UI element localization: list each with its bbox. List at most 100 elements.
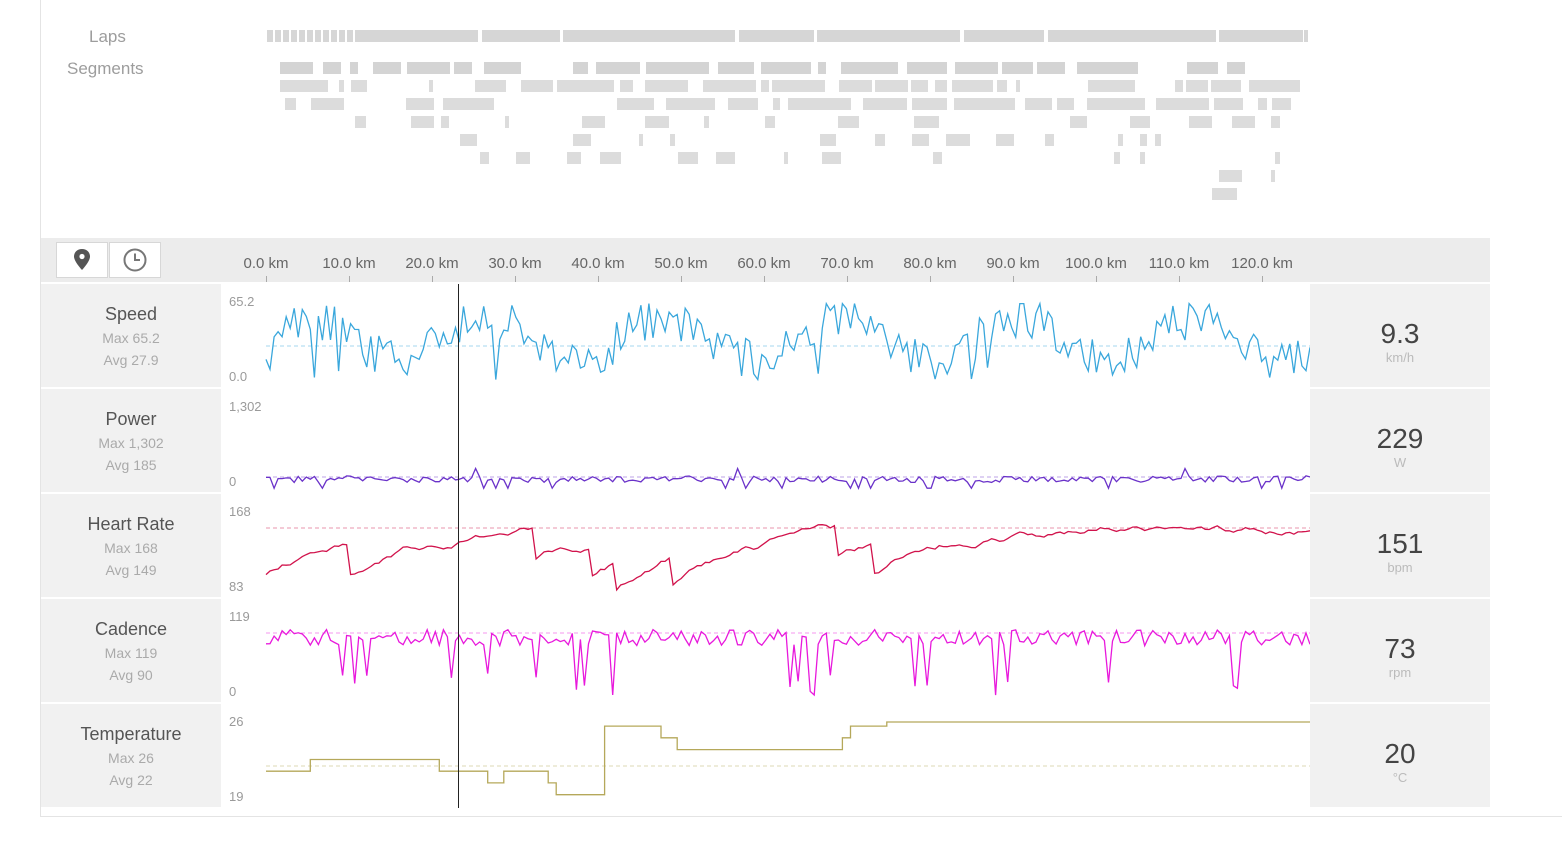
- lap-bar[interactable]: [323, 30, 329, 42]
- segment-bar[interactable]: [280, 62, 313, 74]
- segment-bar[interactable]: [1189, 116, 1212, 128]
- segment-bar[interactable]: [875, 134, 885, 146]
- segment-bar[interactable]: [1140, 134, 1147, 146]
- segment-bar[interactable]: [704, 116, 709, 128]
- segment-bar[interactable]: [1275, 152, 1280, 164]
- segment-bar[interactable]: [557, 80, 614, 92]
- segment-bar[interactable]: [875, 80, 908, 92]
- lap-bar[interactable]: [299, 30, 305, 42]
- segment-bar[interactable]: [728, 98, 758, 110]
- segment-bar[interactable]: [907, 62, 947, 74]
- segment-bar[interactable]: [841, 62, 898, 74]
- temperature-plot[interactable]: 26 19: [221, 704, 1310, 807]
- segment-bar[interactable]: [784, 152, 788, 164]
- time-toggle-button[interactable]: [109, 242, 161, 278]
- segment-bar[interactable]: [645, 116, 669, 128]
- lap-bar[interactable]: [1304, 30, 1308, 42]
- segment-bar[interactable]: [761, 80, 769, 92]
- segment-bar[interactable]: [443, 98, 494, 110]
- segment-bar[interactable]: [1155, 134, 1161, 146]
- lap-bar[interactable]: [1048, 30, 1216, 42]
- segment-bar[interactable]: [646, 62, 709, 74]
- segment-bar[interactable]: [954, 98, 1015, 110]
- segment-bar[interactable]: [1175, 80, 1183, 92]
- segment-bar[interactable]: [1211, 80, 1241, 92]
- lap-bar[interactable]: [964, 30, 1044, 42]
- segment-bar[interactable]: [818, 62, 826, 74]
- segment-bar[interactable]: [617, 98, 654, 110]
- segment-bar[interactable]: [820, 134, 836, 146]
- segment-bar[interactable]: [1077, 62, 1138, 74]
- segment-bar[interactable]: [838, 116, 859, 128]
- segment-bar[interactable]: [1002, 62, 1033, 74]
- segment-bar[interactable]: [429, 80, 433, 92]
- segment-bar[interactable]: [912, 98, 947, 110]
- segment-bar[interactable]: [475, 80, 506, 92]
- segment-bar[interactable]: [1045, 134, 1054, 146]
- segment-bar[interactable]: [280, 80, 328, 92]
- segment-bar[interactable]: [788, 98, 851, 110]
- segment-bar[interactable]: [1219, 170, 1242, 182]
- segment-bar[interactable]: [339, 80, 344, 92]
- segment-bar[interactable]: [1227, 62, 1245, 74]
- segment-bar[interactable]: [1114, 152, 1120, 164]
- segment-bar[interactable]: [1140, 152, 1145, 164]
- segment-bar[interactable]: [997, 80, 1007, 92]
- segment-bar[interactable]: [411, 116, 434, 128]
- segment-bar[interactable]: [1187, 62, 1218, 74]
- distance-toggle-button[interactable]: [56, 242, 108, 278]
- lap-bar[interactable]: [1219, 30, 1303, 42]
- segment-bar[interactable]: [933, 152, 942, 164]
- segment-bar[interactable]: [914, 116, 939, 128]
- lap-bar[interactable]: [315, 30, 321, 42]
- segment-bar[interactable]: [1186, 80, 1208, 92]
- segment-bar[interactable]: [1130, 116, 1150, 128]
- segment-bar[interactable]: [822, 152, 841, 164]
- segment-bar[interactable]: [323, 62, 341, 74]
- segment-bar[interactable]: [1025, 98, 1052, 110]
- segment-bar[interactable]: [703, 80, 756, 92]
- lap-bar[interactable]: [331, 30, 337, 42]
- segment-bar[interactable]: [765, 116, 775, 128]
- segment-bar[interactable]: [645, 80, 688, 92]
- segment-bar[interactable]: [1214, 98, 1243, 110]
- segment-bar[interactable]: [670, 134, 675, 146]
- segment-bar[interactable]: [480, 152, 489, 164]
- cadence-plot[interactable]: 119 0: [221, 599, 1310, 702]
- segment-bar[interactable]: [484, 62, 521, 74]
- power-plot[interactable]: 1,302 0: [221, 389, 1310, 492]
- lap-bar[interactable]: [739, 30, 814, 42]
- segment-bar[interactable]: [955, 62, 998, 74]
- segment-bar[interactable]: [1212, 188, 1237, 200]
- segment-bar[interactable]: [567, 152, 581, 164]
- segment-bar[interactable]: [1118, 134, 1123, 146]
- lap-bar[interactable]: [307, 30, 313, 42]
- segment-bar[interactable]: [1249, 80, 1300, 92]
- segment-bar[interactable]: [600, 152, 621, 164]
- segment-bar[interactable]: [1232, 116, 1255, 128]
- segment-bar[interactable]: [1016, 80, 1020, 92]
- segment-bar[interactable]: [311, 98, 344, 110]
- heartrate-plot[interactable]: 168 83: [221, 494, 1310, 597]
- segment-bar[interactable]: [678, 152, 698, 164]
- segment-bar[interactable]: [666, 98, 715, 110]
- lap-bar[interactable]: [267, 30, 273, 42]
- segment-bar[interactable]: [839, 80, 872, 92]
- lap-bar[interactable]: [339, 30, 345, 42]
- lap-bar[interactable]: [563, 30, 735, 42]
- segment-bar[interactable]: [1087, 98, 1145, 110]
- segment-bar[interactable]: [1070, 116, 1087, 128]
- lap-bar[interactable]: [275, 30, 281, 42]
- segment-bar[interactable]: [406, 98, 434, 110]
- segment-bar[interactable]: [772, 80, 825, 92]
- segment-bar[interactable]: [946, 134, 970, 146]
- segment-bar[interactable]: [863, 98, 907, 110]
- segment-bar[interactable]: [505, 116, 509, 128]
- lap-bar[interactable]: [347, 30, 353, 42]
- segment-bar[interactable]: [1057, 98, 1074, 110]
- segment-bar[interactable]: [573, 62, 588, 74]
- lap-bar[interactable]: [482, 30, 560, 42]
- segment-bar[interactable]: [911, 80, 928, 92]
- segment-bar[interactable]: [718, 62, 754, 74]
- segment-bar[interactable]: [407, 62, 450, 74]
